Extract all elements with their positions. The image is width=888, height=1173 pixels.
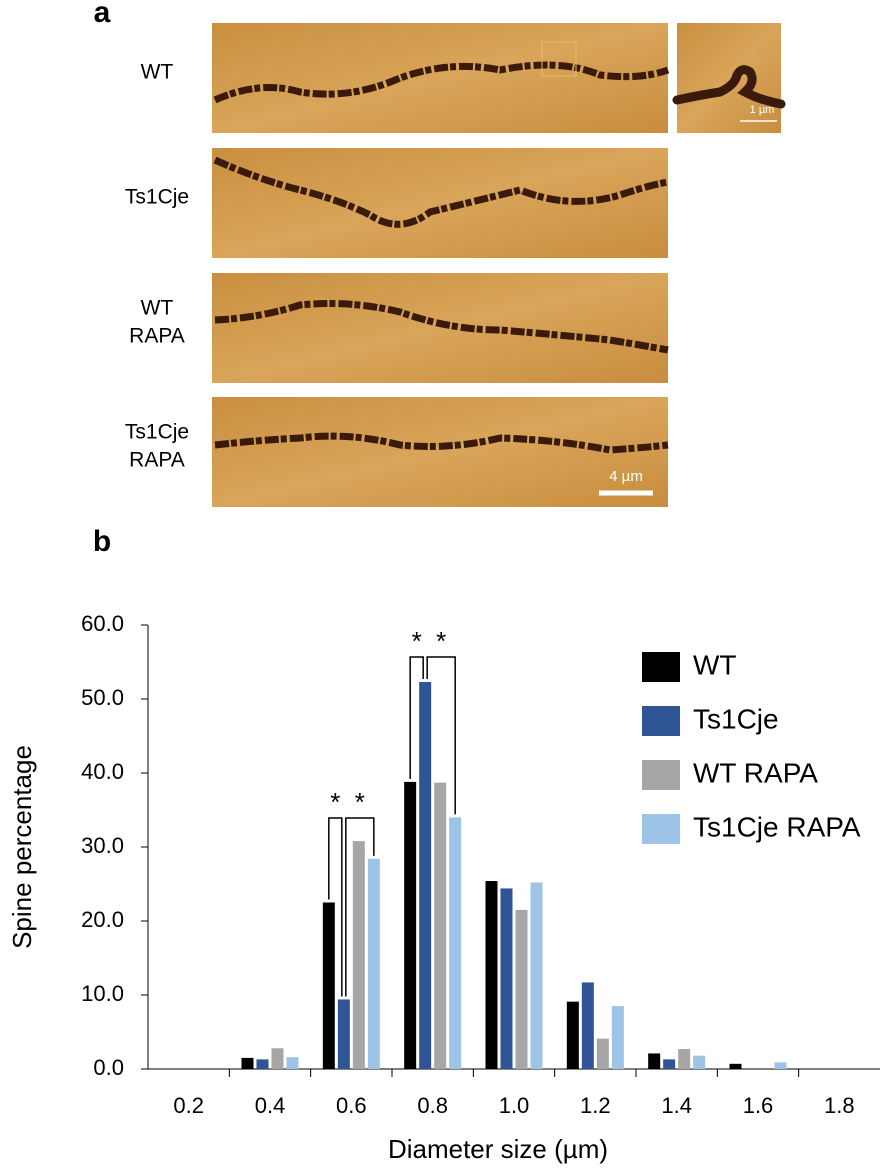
bar — [434, 782, 447, 1069]
row-label: RAPA — [129, 325, 185, 348]
legend-label: Ts1Cje — [693, 703, 779, 734]
bar — [596, 1038, 609, 1069]
bar — [500, 888, 513, 1069]
dendrite — [214, 432, 669, 454]
legend-label: WT — [693, 649, 737, 680]
row-label: WT — [141, 297, 174, 320]
x-tick-label: 0.6 — [336, 1093, 367, 1118]
significance-star: * — [412, 626, 422, 656]
significance-bracket — [426, 656, 456, 815]
bar — [271, 1048, 284, 1069]
x-tick-label: 1.4 — [661, 1093, 692, 1118]
significance-bracket — [345, 817, 375, 997]
y-axis-title: Spine percentage — [7, 745, 37, 949]
x-tick-label: 1.0 — [499, 1093, 530, 1118]
significance-star: * — [436, 626, 446, 656]
row-label: Ts1Cje — [125, 421, 189, 444]
inset-spine — [672, 65, 786, 109]
bar — [367, 858, 380, 1069]
dendrite — [213, 61, 670, 104]
bar — [485, 881, 498, 1069]
y-tick-label: 0.0 — [93, 1055, 124, 1080]
scale-label: 4 µm — [609, 468, 643, 485]
bar — [648, 1053, 661, 1069]
legend-swatch — [642, 652, 680, 682]
x-tick-label: 1.8 — [824, 1093, 855, 1118]
bar — [241, 1057, 254, 1069]
bar — [337, 999, 350, 1069]
bar — [693, 1055, 706, 1069]
y-tick-label: 30.0 — [81, 833, 124, 858]
micrograph — [212, 397, 668, 507]
significance-bracket — [328, 817, 343, 997]
bar — [404, 781, 417, 1069]
legend-swatch — [642, 706, 680, 736]
y-tick-label: 20.0 — [81, 907, 124, 932]
panel-label: b — [93, 525, 111, 558]
bar — [663, 1059, 676, 1069]
significance-bracket — [409, 656, 424, 779]
y-tick-label: 60.0 — [81, 611, 124, 636]
x-tick-label: 0.8 — [417, 1093, 448, 1118]
micrograph — [212, 23, 668, 133]
legend-label: WT RAPA — [693, 757, 818, 788]
inset-box — [541, 41, 577, 77]
bar — [256, 1059, 269, 1069]
bar — [419, 681, 432, 1069]
row-label: RAPA — [129, 449, 185, 472]
y-tick-label: 50.0 — [81, 685, 124, 710]
legend-label: Ts1Cje RAPA — [693, 811, 861, 842]
legend-swatch — [642, 760, 680, 790]
x-tick-label: 1.2 — [580, 1093, 611, 1118]
bar — [729, 1063, 742, 1069]
bar — [449, 817, 462, 1069]
significance-star: * — [330, 787, 340, 817]
bar — [352, 841, 365, 1069]
y-tick-label: 10.0 — [81, 981, 124, 1006]
y-tick-label: 40.0 — [81, 759, 124, 784]
bar — [566, 1001, 579, 1069]
dendrite — [214, 300, 669, 354]
bar — [774, 1062, 787, 1069]
row-label: WT — [141, 61, 174, 84]
bar — [322, 902, 335, 1069]
bar — [286, 1057, 299, 1069]
significance-star: * — [355, 787, 365, 817]
bar — [678, 1049, 691, 1069]
panel-label: a — [94, 0, 111, 29]
legend-swatch — [642, 814, 680, 844]
inset-scale-label: 1 µm — [750, 104, 775, 116]
inset-image — [677, 23, 781, 133]
bar — [515, 909, 528, 1069]
bar — [581, 982, 594, 1069]
bar — [530, 882, 543, 1069]
x-tick-label: 1.6 — [743, 1093, 774, 1118]
micrographs — [212, 23, 670, 507]
x-tick-label: 0.4 — [255, 1093, 286, 1118]
x-axis-title: Diameter size (µm) — [388, 1134, 608, 1164]
micrograph — [212, 273, 668, 383]
row-label: Ts1Cje — [125, 186, 189, 209]
x-tick-label: 0.2 — [173, 1093, 204, 1118]
bar — [611, 1006, 624, 1069]
dendrite — [213, 156, 669, 228]
